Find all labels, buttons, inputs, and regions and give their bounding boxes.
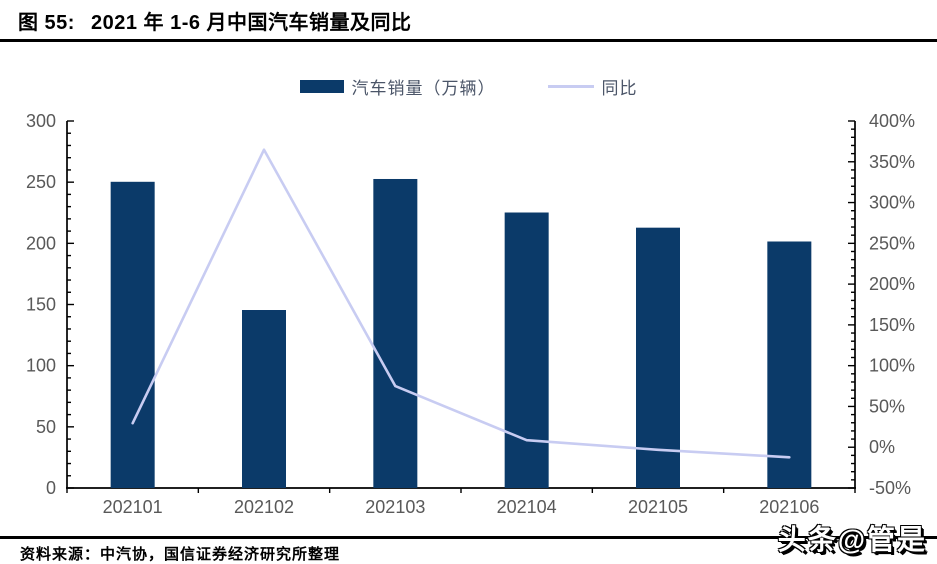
yoy-line [131,148,791,459]
sales-bar [373,178,418,488]
right-axis-tick-label: 50% [869,396,905,416]
left-axis-tick-label: 300 [26,111,56,131]
sales-bar [504,212,549,488]
watermark: 头条@管是 [777,524,927,555]
title-divider [0,39,937,42]
chart-legend: 汽车销量（万辆） 同比 [0,74,937,99]
right-axis-tick-label: 350% [869,152,915,172]
footer-divider [0,536,937,539]
source-note: 资料来源：中汽协，国信证券经济研究所整理 [20,547,341,563]
left-axis-tick-label: 0 [46,478,56,498]
right-axis-tick-label: 0% [869,437,895,457]
sales-bar [110,181,155,488]
legend-label-sales: 汽车销量（万辆） [351,79,496,98]
x-axis-category-label: 202106 [759,497,819,517]
x-axis-category-label: 202104 [497,497,557,517]
legend-bar-swatch-icon [299,80,344,93]
figure-number: 图 55: [18,12,75,34]
left-axis-tick-label: 200 [26,233,56,253]
figure-title: 图 55: 2021 年 1-6 月中国汽车销量及同比 [18,6,412,35]
x-axis-category-label: 202105 [628,497,688,517]
legend-label-yoy: 同比 [601,79,638,98]
right-axis-tick-label: 250% [869,233,915,253]
right-axis-tick-label: 200% [869,274,915,294]
legend-item-yoy: 同比 [547,74,638,99]
left-axis-tick-label: 250 [26,172,56,192]
legend-item-sales: 汽车销量（万辆） [299,74,496,99]
sales-bar [636,227,680,488]
right-axis-tick-label: 150% [869,315,915,335]
right-axis-tick-label: 400% [869,111,915,131]
left-axis-tick-label: 100 [26,356,56,376]
sales-bar [242,310,286,488]
right-axis-tick-label: 100% [869,356,915,376]
x-axis-category-label: 202101 [103,497,163,517]
left-axis-tick-label: 50 [36,417,56,437]
right-axis-tick-label: 300% [869,193,915,213]
left-axis-tick-label: 150 [26,295,56,315]
right-axis-tick-label: -50% [869,478,911,498]
figure-title-text: 2021 年 1-6 月中国汽车销量及同比 [90,12,412,34]
x-axis-category-label: 202102 [234,497,294,517]
sales-bar [767,241,812,488]
legend-line-swatch-icon [547,85,594,88]
x-axis-category-label: 202103 [365,497,425,517]
